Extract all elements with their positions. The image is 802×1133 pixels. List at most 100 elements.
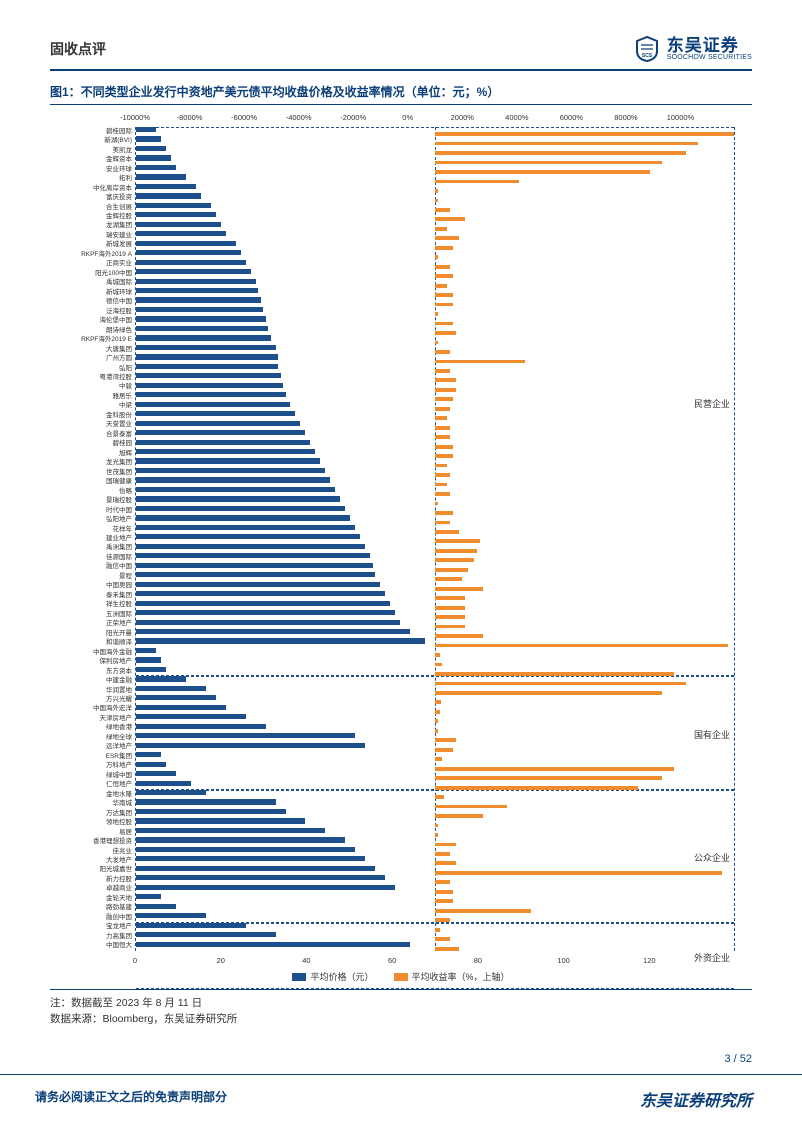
chart-row: 泰禾集团 xyxy=(136,591,734,600)
row-label: 雅居乐 xyxy=(113,394,133,401)
note-line-2: 数据来源：Bloomberg，东吴证券研究所 xyxy=(50,1012,752,1028)
yield-bar xyxy=(435,407,450,411)
row-label: 弘阳 xyxy=(119,365,132,372)
chart-row: 方兴光耀 xyxy=(136,695,734,704)
row-label: 瑞安建业 xyxy=(106,233,132,240)
chart-row: 新城发展 xyxy=(136,241,734,250)
row-label: 五洲国际 xyxy=(106,612,132,619)
row-label: 领地控股 xyxy=(106,820,132,827)
row-label: 泛海控股 xyxy=(106,308,132,315)
chart-row: 天津房地产 xyxy=(136,714,734,723)
row-label: 合景泰富 xyxy=(106,432,132,439)
price-bar xyxy=(136,127,156,132)
price-bar xyxy=(136,733,355,738)
row-label: 中化离岸资本 xyxy=(93,185,132,192)
price-bar xyxy=(136,146,166,151)
row-label: 融创中国 xyxy=(106,915,132,922)
price-bar xyxy=(136,260,246,265)
yield-bar xyxy=(435,397,453,401)
price-bar xyxy=(136,307,263,312)
page-number: 3 / 52 xyxy=(724,1053,752,1065)
row-label: 正商实业 xyxy=(106,261,132,268)
yield-bar xyxy=(435,142,698,146)
row-label: 建业地产 xyxy=(106,536,132,543)
chart-row: 德信中国 xyxy=(136,297,734,306)
yield-bar xyxy=(435,312,438,316)
price-bar xyxy=(136,203,211,208)
row-label: 怡略 xyxy=(119,488,132,495)
row-label: 阳光开曼 xyxy=(106,630,132,637)
chart-row: 融信中国 xyxy=(136,563,734,572)
yield-bar xyxy=(435,502,438,506)
chart-row: 拓利 xyxy=(136,174,734,183)
row-label: 禹城国际 xyxy=(106,280,132,287)
row-label: 宝龙地产 xyxy=(106,924,132,931)
yield-bar xyxy=(435,786,638,790)
chart-row: 领地控股 xyxy=(136,818,734,827)
yield-bar xyxy=(435,606,465,610)
chart-row: 金辉资本 xyxy=(136,155,734,164)
price-bar xyxy=(136,923,246,928)
row-label: 远洋地产 xyxy=(106,744,132,751)
yield-bar xyxy=(435,180,519,184)
chart-row: 怡略 xyxy=(136,487,734,496)
chart-row: 弘阳地产 xyxy=(136,515,734,524)
price-bar xyxy=(136,771,176,776)
price-bar xyxy=(136,676,186,681)
row-label: 华润置地 xyxy=(106,687,132,694)
chart-row: 大唐集团 xyxy=(136,345,734,354)
yield-bar xyxy=(435,691,662,695)
yield-bar xyxy=(435,625,465,629)
chart-row: 旭辉 xyxy=(136,449,734,458)
chart-row: 新力控股 xyxy=(136,875,734,884)
chart-row: 中化离岸资本 xyxy=(136,184,734,193)
yield-bar xyxy=(435,682,686,686)
price-bar xyxy=(136,193,201,198)
price-bar xyxy=(136,714,246,719)
price-bar xyxy=(136,515,350,520)
chart-row: 阳光城嘉世 xyxy=(136,866,734,875)
yield-bar xyxy=(435,757,442,761)
yield-bar xyxy=(435,199,438,203)
row-label: ESR集团 xyxy=(106,754,132,761)
chart-row: 广州方圆 xyxy=(136,354,734,363)
price-bar xyxy=(136,440,310,445)
price-bar xyxy=(136,847,355,852)
chart-row: 龙光集团 xyxy=(136,458,734,467)
row-label: 大发地产 xyxy=(106,858,132,865)
price-bar xyxy=(136,695,216,700)
yield-bar xyxy=(435,634,483,638)
yield-bar xyxy=(435,909,531,913)
yield-bar xyxy=(435,767,674,771)
yield-bar xyxy=(435,217,465,221)
yield-bar xyxy=(435,861,456,865)
yield-bar xyxy=(435,615,465,619)
row-label: 正荣地产 xyxy=(106,621,132,628)
yield-bar xyxy=(435,928,440,932)
chart-row: 富庆投资 xyxy=(136,193,734,202)
chart-row: 金地水隆 xyxy=(136,790,734,799)
price-bar xyxy=(136,279,256,284)
price-bar xyxy=(136,449,315,454)
price-bar xyxy=(136,885,395,890)
yield-bar xyxy=(435,445,453,449)
price-bar xyxy=(136,165,176,170)
chart-row: 绿地全球 xyxy=(136,733,734,742)
yield-bar xyxy=(435,483,447,487)
chart-legend: 平均价格（元）平均收益率（%，上轴） xyxy=(61,970,741,983)
row-label: 天誉置业 xyxy=(106,422,132,429)
chart-row: 美凯龙 xyxy=(136,146,734,155)
price-bar xyxy=(136,752,161,757)
price-bar xyxy=(136,762,166,767)
yield-bar xyxy=(435,644,728,648)
price-bar xyxy=(136,932,276,937)
figure-notes: 注：数据截至 2023 年 8 月 11 日 数据来源：Bloomberg，东吴… xyxy=(50,996,752,1028)
price-bar xyxy=(136,241,236,246)
yield-bar xyxy=(435,521,450,525)
chart-row: 雅居乐 xyxy=(136,392,734,401)
yield-bar xyxy=(435,255,438,259)
row-label: 旭辉 xyxy=(119,451,132,458)
chart-row: 碧桂园 xyxy=(136,440,734,449)
row-label: 绿地全球 xyxy=(106,735,132,742)
chart-row: 国瑞健康 xyxy=(136,477,734,486)
